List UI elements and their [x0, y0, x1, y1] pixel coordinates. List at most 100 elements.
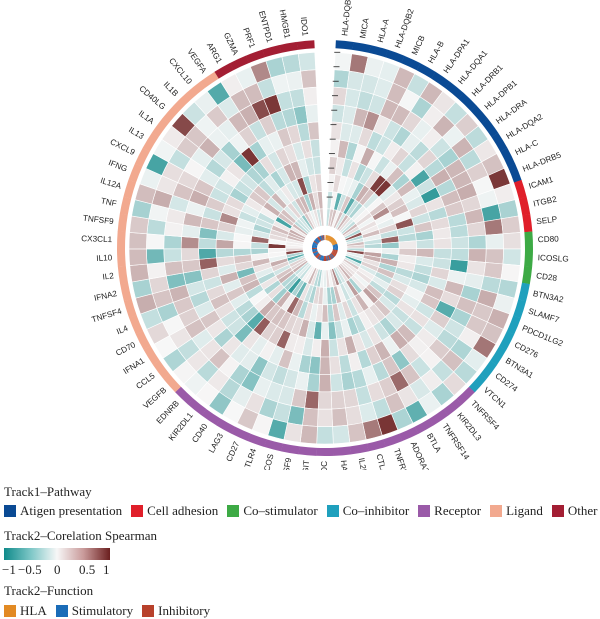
- legend-item: Co–inhibitor: [326, 503, 409, 519]
- gene-label: ARG1: [205, 41, 224, 65]
- pathway-track-segment: [187, 398, 207, 416]
- color-scale-bar: [4, 548, 110, 560]
- color-scale-tick-label: 1: [103, 562, 110, 577]
- pathway-track-segment: [142, 132, 159, 152]
- heatmap-cell: [450, 236, 470, 250]
- heatmap-cell: [334, 51, 353, 72]
- function-ring-segment: [312, 243, 318, 247]
- pathway-track-segment: [499, 331, 515, 351]
- legend-swatch: [490, 505, 503, 517]
- gene-label: IL12A: [99, 176, 123, 191]
- legend-swatch: [326, 505, 339, 517]
- pathway-track-segment: [513, 179, 527, 199]
- gene-label: PDC: [320, 461, 329, 470]
- heatmap-cell: [316, 426, 334, 445]
- gene-label: EDNRB: [155, 398, 182, 425]
- function-ring-segment: [330, 253, 335, 258]
- function-ring-segment: [313, 251, 319, 255]
- heatmap-cell: [332, 424, 351, 445]
- gene-label: TLR4: [243, 447, 258, 469]
- heatmap-cell: [330, 373, 344, 392]
- function-legend-title: Track2–Function: [4, 583, 94, 598]
- function-ring-segment: [312, 244, 318, 247]
- legend-label: Co–stimulator: [243, 503, 318, 518]
- gene-label: MICA: [358, 17, 371, 39]
- gene-label: GZMA: [222, 31, 240, 57]
- gene-label: HAVC: [339, 460, 350, 470]
- gene-label: MICB: [410, 34, 427, 57]
- gene-label: ITGB2: [532, 195, 557, 209]
- pathway-track-segment: [414, 418, 434, 434]
- pathway-track-segment: [117, 231, 126, 250]
- function-ring-segment: [323, 255, 325, 261]
- heatmap-cell: [330, 390, 346, 410]
- function-ring-segment: [332, 246, 338, 249]
- heatmap-cell: [300, 69, 317, 89]
- gene-label: IFNG: [107, 158, 129, 174]
- gene-label: CD274: [493, 371, 519, 394]
- function-ring-segment: [329, 254, 333, 260]
- gene-label: IL13: [127, 125, 146, 141]
- pathway-track-segment: [247, 433, 267, 447]
- legend-item: Inhibitory: [142, 603, 210, 619]
- gene-label: IL2RA: [357, 457, 370, 470]
- function-ring-segment: [314, 252, 319, 257]
- function-ring-segment: [312, 248, 318, 250]
- heatmap-cell: [317, 391, 333, 410]
- heatmap-cell: [333, 69, 350, 89]
- function-ring-segment: [315, 238, 320, 243]
- gene-label: CD276: [513, 340, 540, 360]
- color-scale-tick-label: 0: [54, 562, 61, 577]
- gene-label: HLA-B: [426, 39, 446, 65]
- gene-label: LAG3: [207, 431, 225, 454]
- heatmap-cell: [307, 121, 320, 141]
- pathway-track-segment: [162, 105, 180, 124]
- track2-legend-title: Track2–Corelation Spearman: [4, 528, 157, 543]
- heatmap-cell: [320, 321, 330, 340]
- legend-swatch: [142, 605, 155, 617]
- legend-swatch: [131, 505, 144, 517]
- pathway-track-segment: [401, 55, 421, 71]
- heatmap-cell: [466, 221, 487, 237]
- function-ring-segment: [332, 245, 338, 248]
- pathway-track-segment: [507, 163, 522, 183]
- function-ring-segment: [332, 241, 337, 245]
- function-ring-segment: [316, 237, 321, 243]
- function-ring-segment: [317, 236, 321, 242]
- color-scale-tick-label: −1: [2, 562, 16, 577]
- gene-label: ICOSLG: [538, 253, 569, 263]
- legend-item: Co–stimulator: [227, 503, 318, 519]
- pathway-track-segment: [524, 231, 533, 250]
- pathway-track-segment: [470, 105, 488, 124]
- function-ring-segment: [327, 235, 330, 241]
- function-ring-segment: [312, 246, 318, 249]
- function-ring-segment: [330, 253, 336, 258]
- heatmap-cell: [302, 86, 318, 106]
- pathway-track-segment: [316, 447, 334, 456]
- heatmap-cell: [381, 241, 400, 249]
- pathway-track-segment: [296, 40, 315, 50]
- pathway-track-segment: [458, 92, 477, 111]
- function-ring-segment: [315, 253, 320, 258]
- gene-label: IFNA1: [122, 356, 147, 376]
- pathway-track-segment: [500, 147, 516, 167]
- function-ring-segment: [313, 240, 319, 245]
- heatmap-cell: [319, 356, 331, 375]
- gene-label: HLA-DQB2: [393, 7, 416, 49]
- pathway-track-segment: [383, 433, 403, 447]
- function-ring-segment: [323, 235, 325, 241]
- function-ring-segment: [332, 250, 338, 253]
- function-ring-segment: [331, 240, 337, 245]
- gene-label: VEGFB: [141, 385, 168, 410]
- pathway-track-segment: [117, 265, 129, 285]
- heatmap-cell: [483, 218, 504, 236]
- gene-label: CD40: [190, 422, 209, 445]
- pathway-track-segment: [231, 426, 251, 442]
- gene-label: TNF: [100, 196, 117, 208]
- gene-label: HLA-A: [376, 17, 391, 43]
- function-ring-segment: [330, 238, 335, 243]
- heatmap-cell: [129, 263, 150, 283]
- heatmap-cell: [128, 248, 148, 266]
- pathway-track-segment: [524, 249, 533, 267]
